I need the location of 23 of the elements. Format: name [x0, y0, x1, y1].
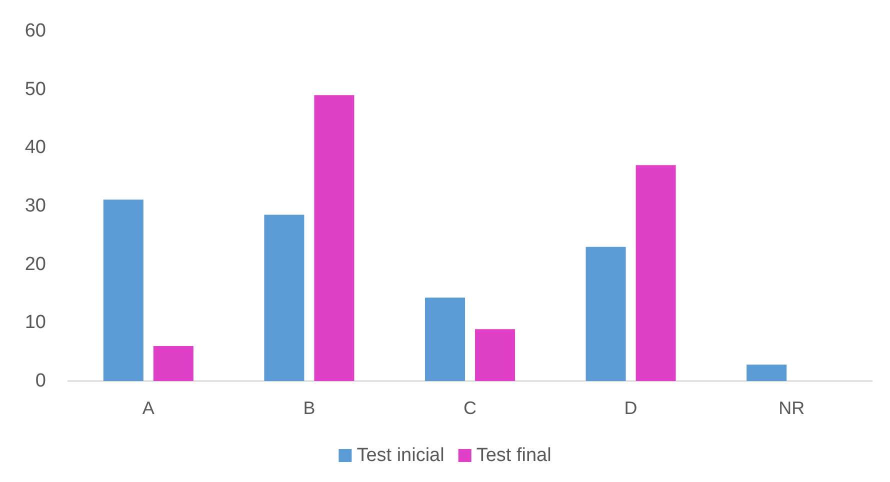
y-tick-label: 10 [24, 312, 46, 334]
y-tick-label: 40 [24, 137, 46, 158]
x-tick-label: D [624, 398, 638, 418]
y-tick-label: 0 [35, 370, 46, 392]
y-tick-label: 60 [24, 20, 46, 42]
bar [636, 165, 676, 381]
y-tick-label: 30 [24, 196, 46, 216]
bar [586, 246, 626, 381]
bar [314, 95, 354, 381]
bar [746, 364, 787, 381]
x-tick-label: B [303, 398, 316, 418]
bar [103, 200, 144, 381]
bar [425, 298, 465, 381]
bar [475, 329, 515, 381]
x-tick-label: NR [778, 398, 805, 418]
x-tick-label: C [464, 398, 476, 418]
legend-label: Test inicial [356, 445, 444, 466]
bar [264, 214, 304, 381]
y-tick-label: 20 [24, 254, 46, 275]
bar [153, 346, 194, 381]
legend-label: Test final [476, 445, 552, 466]
y-tick-label: 50 [24, 78, 46, 100]
x-tick-label: A [142, 398, 154, 418]
